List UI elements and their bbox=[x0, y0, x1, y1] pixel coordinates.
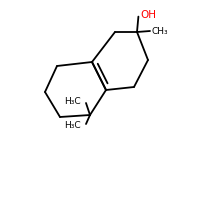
Text: CH₃: CH₃ bbox=[152, 26, 169, 36]
Text: H₃C: H₃C bbox=[64, 97, 81, 106]
Text: H₃C: H₃C bbox=[64, 121, 81, 130]
Text: OH: OH bbox=[140, 10, 156, 20]
